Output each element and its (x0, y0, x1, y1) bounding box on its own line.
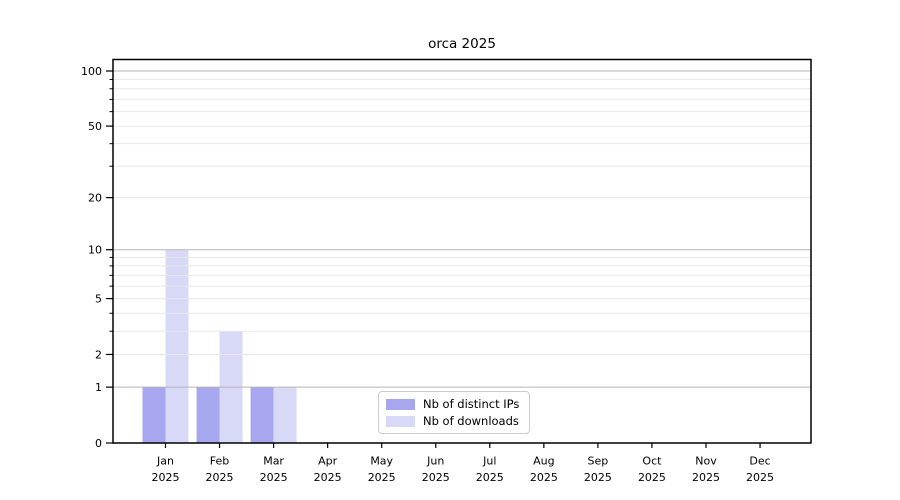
chart-title: orca 2025 (428, 36, 496, 52)
bar-distinct-ips-jan (142, 387, 166, 443)
x-tick-label: Jun 2025 (422, 455, 450, 485)
legend-swatch-downloads (386, 415, 415, 427)
bar-distinct-ips-feb (196, 387, 220, 443)
x-tick-label: Jan 2025 (152, 455, 180, 485)
y-tick-label: 5 (95, 293, 102, 306)
x-tick-label: Apr 2025 (314, 455, 342, 485)
y-tick-label: 50 (88, 120, 102, 133)
legend-label-downloads: Nb of downloads (423, 414, 519, 428)
legend: Nb of distinct IPs Nb of downloads (378, 391, 531, 434)
y-tick-label: 1 (95, 381, 102, 394)
y-tick-label: 0 (95, 437, 102, 450)
legend-swatch-distinct-ips (386, 398, 415, 410)
x-tick-label: Mar 2025 (260, 455, 288, 485)
x-tick-label: Aug 2025 (530, 455, 558, 485)
y-tick-label: 20 (88, 192, 102, 205)
plot-border (112, 58, 812, 444)
legend-item-distinct-ips: Nb of distinct IPs (386, 398, 519, 410)
legend-item-downloads: Nb of downloads (386, 415, 519, 427)
bar-distinct-ips-mar (250, 387, 274, 443)
bar-downloads-jan (165, 249, 189, 443)
x-tick-label: Sep 2025 (584, 455, 612, 485)
y-tick-label: 10 (88, 244, 102, 257)
x-tick-label: Dec 2025 (746, 455, 774, 485)
y-tick-label: 100 (81, 65, 102, 78)
x-tick-label: Jul 2025 (476, 455, 504, 485)
x-tick-label: Feb 2025 (206, 455, 234, 485)
bar-downloads-mar (273, 387, 297, 443)
x-tick-label: Oct 2025 (638, 455, 666, 485)
x-tick-label: Nov 2025 (692, 455, 720, 485)
y-tick-label: 2 (95, 348, 102, 361)
legend-label-distinct-ips: Nb of distinct IPs (423, 397, 520, 411)
x-tick-label: May 2025 (368, 455, 396, 485)
